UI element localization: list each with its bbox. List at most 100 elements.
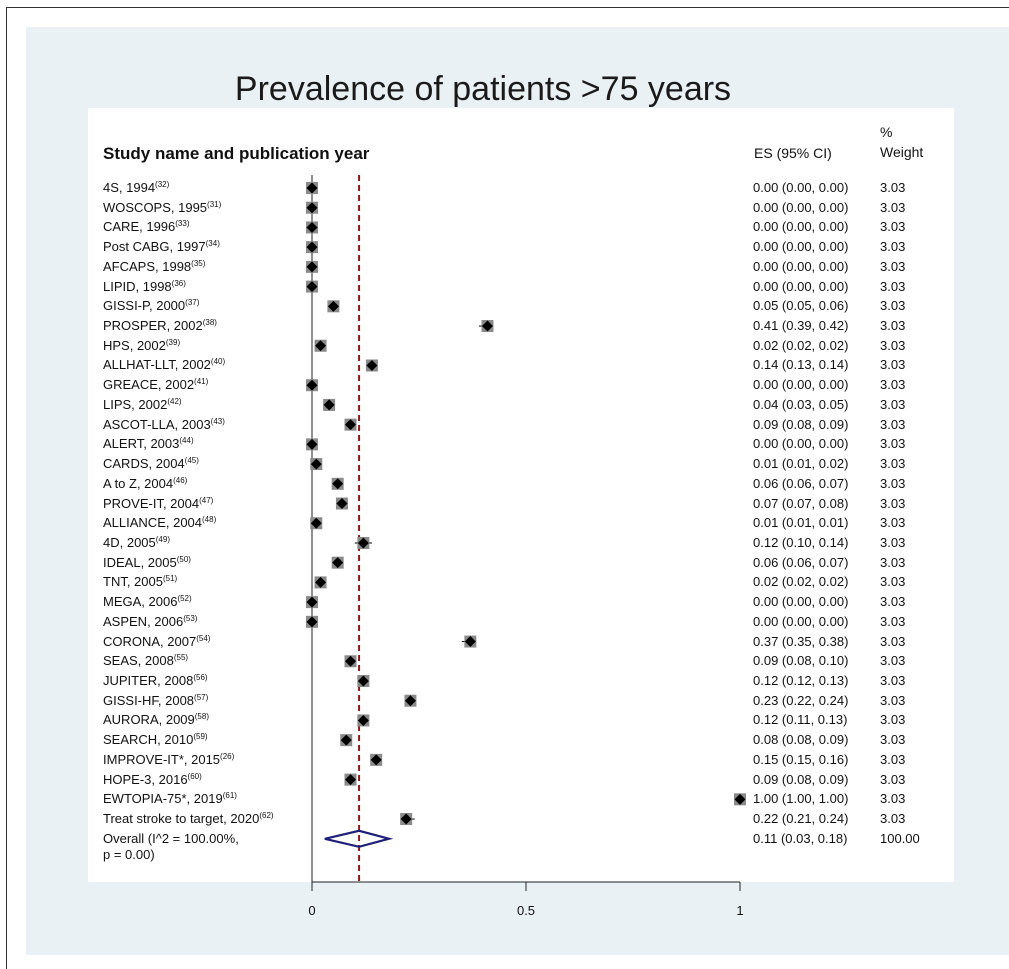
study-name: A to Z, 2004 xyxy=(103,475,174,491)
study-name: IDEAL, 2005 xyxy=(103,554,177,570)
study-reference: (52) xyxy=(177,594,192,604)
study-label: ALLHAT-LLT, 2002(40) xyxy=(103,357,225,372)
study-es-ci: 0.00 (0.00, 0.00) xyxy=(753,377,849,393)
study-es-ci: 0.09 (0.08, 0.10) xyxy=(753,653,849,669)
overall-es-ci: 0.11 (0.03, 0.18) xyxy=(753,830,848,846)
study-name: ASPEN, 2006 xyxy=(103,613,184,629)
study-point-marker xyxy=(400,813,412,825)
study-point-marker xyxy=(310,517,322,529)
study-point-marker xyxy=(306,241,318,253)
study-weight: 3.03 xyxy=(880,258,906,274)
study-reference: (55) xyxy=(173,653,189,663)
study-name: LIPS, 2002 xyxy=(103,396,168,412)
study-es-ci: 0.08 (0.08, 0.09) xyxy=(753,732,849,748)
study-weight: 3.03 xyxy=(880,751,906,767)
study-point-marker xyxy=(366,359,378,371)
study-name: MEGA, 2006 xyxy=(103,594,178,610)
study-label: ASPEN, 2006(53) xyxy=(103,614,197,629)
study-point-marker xyxy=(315,576,327,588)
study-label: 4S, 1994(32) xyxy=(103,180,169,195)
study-weight: 3.03 xyxy=(880,456,906,472)
study-name: CORONA, 2007 xyxy=(103,633,197,649)
study-point-marker xyxy=(345,774,357,786)
study-label: PROVE-IT, 2004(47) xyxy=(103,496,213,511)
study-es-ci: 0.06 (0.06, 0.07) xyxy=(753,554,849,570)
study-es-ci: 0.00 (0.00, 0.00) xyxy=(753,278,849,294)
study-weight: 3.03 xyxy=(880,219,906,235)
study-es-ci: 0.00 (0.00, 0.00) xyxy=(753,613,849,629)
study-point-marker xyxy=(306,596,318,608)
study-reference: (36) xyxy=(171,278,186,288)
study-es-ci: 0.01 (0.01, 0.01) xyxy=(753,515,849,531)
study-es-ci: 0.00 (0.00, 0.00) xyxy=(753,436,849,452)
study-name: Post CABG, 1997 xyxy=(103,239,206,255)
study-name: Treat stroke to target, 2020 xyxy=(103,811,260,827)
study-name: EWTOPIA-75*, 2019 xyxy=(103,791,223,807)
study-label: Post CABG, 1997(34) xyxy=(103,239,220,254)
study-weight: 3.03 xyxy=(880,515,906,531)
study-label: GISSI-P, 2000(37) xyxy=(103,298,199,313)
study-label: CARE, 1996(33) xyxy=(103,219,190,234)
study-name: HPS, 2002 xyxy=(103,337,166,353)
study-name: GISSI-HF, 2008 xyxy=(103,692,195,708)
study-es-ci: 0.15 (0.15, 0.16) xyxy=(753,751,849,767)
overall-label-stats: p = 0.00) xyxy=(103,846,155,862)
study-label: MEGA, 2006(52) xyxy=(103,594,192,609)
study-weight: 3.03 xyxy=(880,180,906,195)
study-point-marker xyxy=(404,695,416,707)
study-reference: (35) xyxy=(191,258,206,268)
study-label: SEAS, 2008(55) xyxy=(103,653,188,668)
study-reference: (56) xyxy=(193,673,208,682)
study-label: EWTOPIA-75*, 2019(61) xyxy=(103,791,237,806)
study-reference: (50) xyxy=(176,554,191,564)
study-label: CARDS, 2004(45) xyxy=(103,456,199,471)
study-reference: (38) xyxy=(202,318,217,328)
study-reference: (59) xyxy=(193,732,208,742)
study-label: LIPID, 1998(36) xyxy=(103,279,186,294)
study-reference: (31) xyxy=(207,199,222,209)
weight-column-header: Weight xyxy=(880,144,924,160)
study-weight: 3.03 xyxy=(880,436,906,452)
study-weight: 3.03 xyxy=(880,594,906,610)
study-name: GISSI-P, 2000 xyxy=(103,298,186,314)
study-es-ci: 0.06 (0.06, 0.07) xyxy=(753,475,849,491)
study-es-ci: 0.14 (0.13, 0.14) xyxy=(753,357,849,373)
study-reference: (44) xyxy=(179,436,194,446)
study-reference: (61) xyxy=(222,791,237,801)
study-point-marker xyxy=(306,202,318,214)
study-weight: 3.03 xyxy=(880,318,906,334)
study-weight: 3.03 xyxy=(880,357,906,373)
study-name: ALLHAT-LLT, 2002 xyxy=(103,357,211,373)
study-label: A to Z, 2004(46) xyxy=(103,476,187,491)
study-reference: (41) xyxy=(194,377,209,387)
study-es-ci: 0.12 (0.10, 0.14) xyxy=(753,534,849,550)
study-label: SEARCH, 2010(59) xyxy=(103,732,208,747)
study-es-ci: 0.07 (0.07, 0.08) xyxy=(753,495,849,511)
overall-weight: 100.00 xyxy=(880,830,920,846)
study-weight: 3.03 xyxy=(880,574,906,590)
study-weight: 3.03 xyxy=(880,495,906,511)
study-reference: (49) xyxy=(155,534,170,544)
study-es-ci: 0.05 (0.05, 0.06) xyxy=(753,298,849,314)
study-label: GREACE, 2002(41) xyxy=(103,377,208,392)
overall-label: Overall (I^2 = 100.00%, xyxy=(103,830,239,846)
study-weight: 3.03 xyxy=(880,692,906,708)
study-reference: (46) xyxy=(173,475,188,485)
study-es-ci: 1.00 (1.00, 1.00) xyxy=(753,791,849,807)
study-es-ci: 0.02 (0.02, 0.02) xyxy=(753,574,849,590)
study-reference: (51) xyxy=(162,574,178,584)
study-label: HOPE-3, 2016(60) xyxy=(103,772,202,787)
study-label: ASCOT-LLA, 2003(43) xyxy=(103,417,225,432)
study-weight: 3.03 xyxy=(880,811,906,827)
study-point-marker xyxy=(323,399,335,411)
study-point-marker xyxy=(306,281,318,293)
study-point-marker xyxy=(464,636,476,648)
study-point-marker xyxy=(370,754,382,766)
study-point-marker xyxy=(310,458,322,470)
study-label: HPS, 2002(39) xyxy=(103,338,180,353)
study-weight: 3.03 xyxy=(880,712,906,728)
study-point-marker xyxy=(332,478,344,490)
study-weight: 3.03 xyxy=(880,771,906,787)
study-name: HOPE-3, 2016 xyxy=(103,771,188,787)
study-name: CARDS, 2004 xyxy=(103,456,185,472)
